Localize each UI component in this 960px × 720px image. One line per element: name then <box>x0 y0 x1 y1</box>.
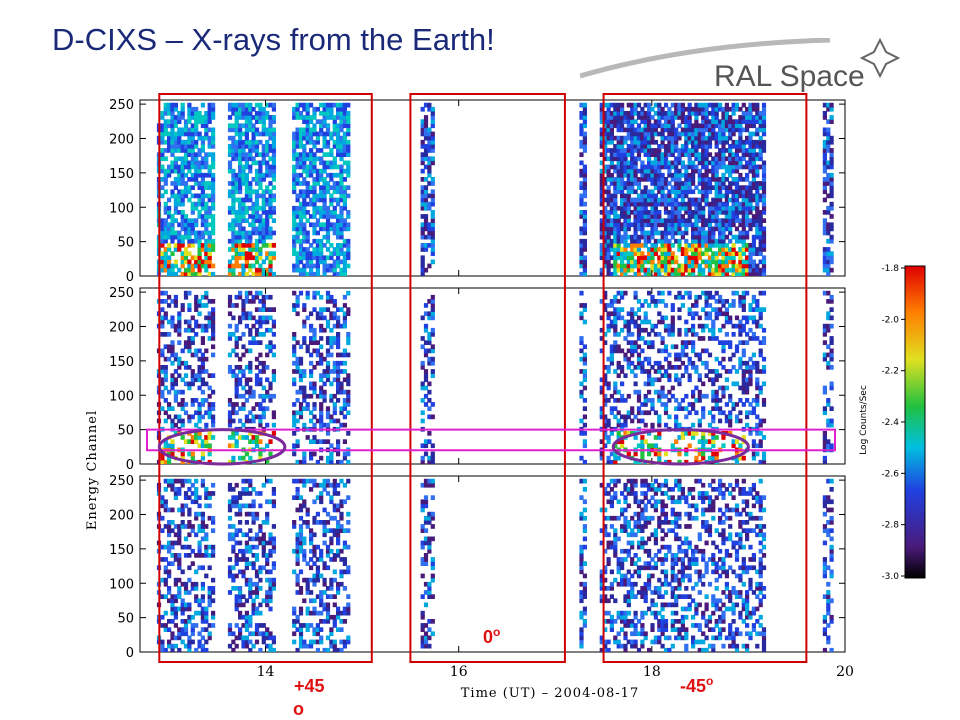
heatmap-cells <box>156 478 834 652</box>
window-label-minus45: -45o <box>680 674 713 696</box>
observation-window-1 <box>158 93 373 663</box>
x-axis-label: Time (UT) – 2004-08-17 <box>461 686 639 701</box>
ral-space-logo: RAL Space <box>580 38 900 93</box>
x-tick-label: 18 <box>643 664 661 680</box>
emission-region-ellipse-2 <box>611 428 750 466</box>
x-tick-label: 14 <box>257 664 275 680</box>
window-label-plus45: +45 <box>294 676 325 696</box>
y-tick-label: 200 <box>109 321 134 336</box>
y-tick-label: 200 <box>109 509 134 524</box>
colorbar-tick-label: -3.0 <box>881 572 899 582</box>
y-tick-label: 100 <box>109 389 134 404</box>
y-tick-label: 50 <box>117 612 134 627</box>
emission-region-ellipse-1 <box>157 428 287 466</box>
colorbar-label: Log Counts/Sec <box>859 385 869 455</box>
logo-swoosh <box>580 38 831 79</box>
colorbar <box>904 265 926 579</box>
colorbar-tick-label: -2.2 <box>881 367 899 377</box>
y-tick-label: 200 <box>109 133 134 148</box>
window-label-plus45-degree: o <box>293 699 304 719</box>
heatmap-cells <box>156 102 834 276</box>
colorbar-tick-label: -2.6 <box>881 469 899 479</box>
y-axis-label: Energy Channel <box>85 410 100 530</box>
colorbar-tick-label: -2.0 <box>881 315 899 325</box>
y-tick-label: 50 <box>117 424 134 439</box>
y-tick-label: 150 <box>109 543 134 558</box>
heatmap-panel-1: 0 50 100 150 200 250 <box>109 98 846 285</box>
x-tick-label: 20 <box>836 664 854 680</box>
y-tick-label: 50 <box>117 236 134 251</box>
y-tick-label: 100 <box>109 201 134 216</box>
y-tick-label: 0 <box>126 646 134 661</box>
y-tick-label: 150 <box>109 355 134 370</box>
energy-band-highlight <box>146 428 836 452</box>
heatmap-panel-3: 0 50 100 150 200 250 <box>109 474 846 661</box>
colorbar-tick-label: -2.4 <box>881 418 899 428</box>
y-tick-label: 0 <box>126 270 134 285</box>
observation-window-3 <box>602 93 808 663</box>
x-tick-label: 16 <box>450 664 468 680</box>
logo-text: RAL Space <box>714 60 865 93</box>
colorbar-tick-label: -1.8 <box>881 264 899 274</box>
y-tick-label: 250 <box>109 98 134 113</box>
y-tick-label: 0 <box>126 458 134 473</box>
y-tick-label: 100 <box>109 577 134 592</box>
heatmap-panel-2: 0 50 100 150 200 250 <box>109 286 846 473</box>
y-tick-label: 250 <box>109 286 134 301</box>
slide-title: D-CIXS – X-rays from the Earth! <box>52 22 495 57</box>
star-icon <box>859 38 900 79</box>
observation-window-2 <box>409 93 566 663</box>
colorbar-tick-label: -2.8 <box>881 521 899 531</box>
y-tick-label: 150 <box>109 167 134 182</box>
y-tick-label: 250 <box>109 474 134 489</box>
